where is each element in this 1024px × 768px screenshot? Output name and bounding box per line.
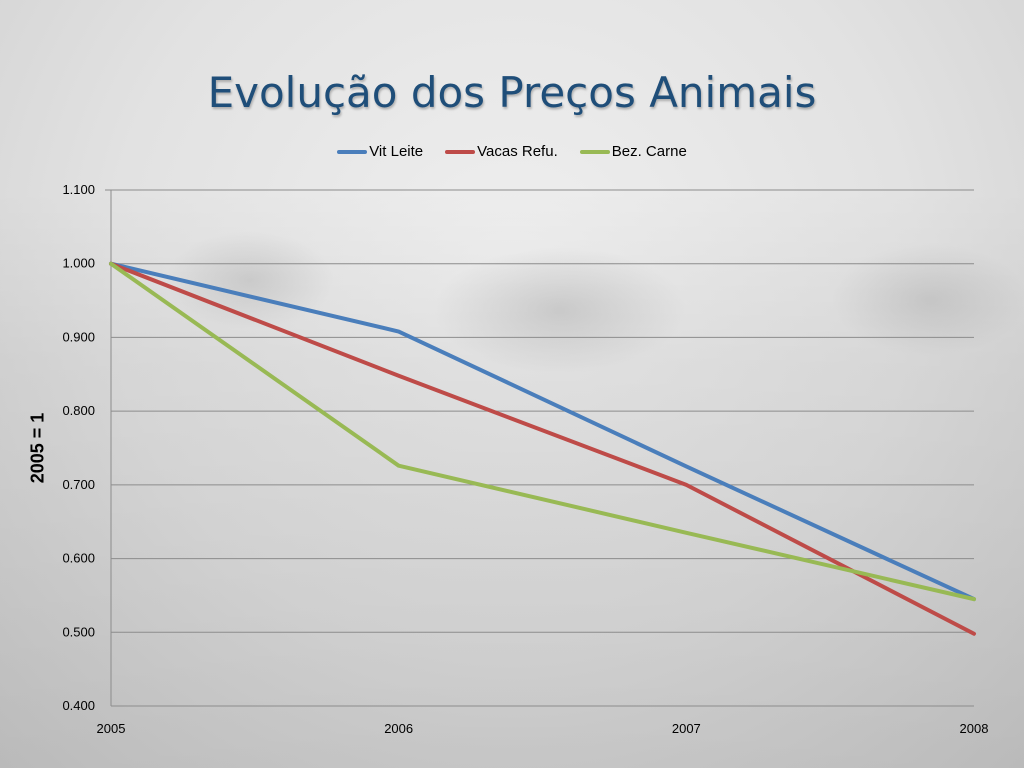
legend-label-bez-carne: Bez. Carne — [611, 143, 687, 160]
chart-legend: Vit Leite Vacas Refu. Bez. Carne — [0, 143, 1024, 160]
legend-swatch-vacas-refu — [445, 149, 476, 154]
chart-series — [109, 261, 976, 636]
slide-title: Evolução dos Preços Animais — [207, 68, 817, 117]
x-tick-label: 2008 — [960, 721, 989, 736]
legend-item-vacas-refu: Vacas Refu. — [445, 143, 558, 160]
series-line-vit-leite — [109, 261, 976, 602]
y-tick-label: 0.800 — [62, 403, 95, 418]
y-tick-label: 1.000 — [62, 256, 95, 271]
x-tick-label: 2006 — [384, 721, 413, 736]
legend-label-vit-leite: Vit Leite — [369, 143, 424, 160]
y-tick-label: 0.700 — [62, 477, 95, 492]
y-tick-label: 0.400 — [62, 698, 95, 713]
y-axis-ticks: 0.400 0.500 0.600 0.700 0.800 0.900 1.000 1.100 — [62, 182, 95, 713]
series-line-bez-carne — [109, 261, 976, 602]
y-tick-label: 0.500 — [62, 624, 95, 639]
legend-item-vit-leite: Vit Leite — [337, 143, 423, 160]
y-tick-label: 0.600 — [62, 551, 95, 566]
x-tick-label: 2005 — [97, 721, 126, 736]
legend-label-vacas-refu: Vacas Refu. — [477, 143, 558, 160]
chart-axes — [105, 189, 974, 707]
y-tick-label: 0.900 — [62, 329, 95, 344]
x-axis-ticks: 2005 2006 2007 2008 — [97, 721, 989, 736]
y-tick-label: 1.100 — [62, 182, 95, 197]
x-tick-label: 2007 — [672, 721, 701, 736]
legend-item-bez-carne: Bez. Carne — [579, 143, 687, 160]
legend-swatch-bez-carne — [579, 149, 610, 154]
legend-swatch-vit-leite — [337, 149, 368, 154]
series-line-vacas-refu — [109, 261, 976, 636]
